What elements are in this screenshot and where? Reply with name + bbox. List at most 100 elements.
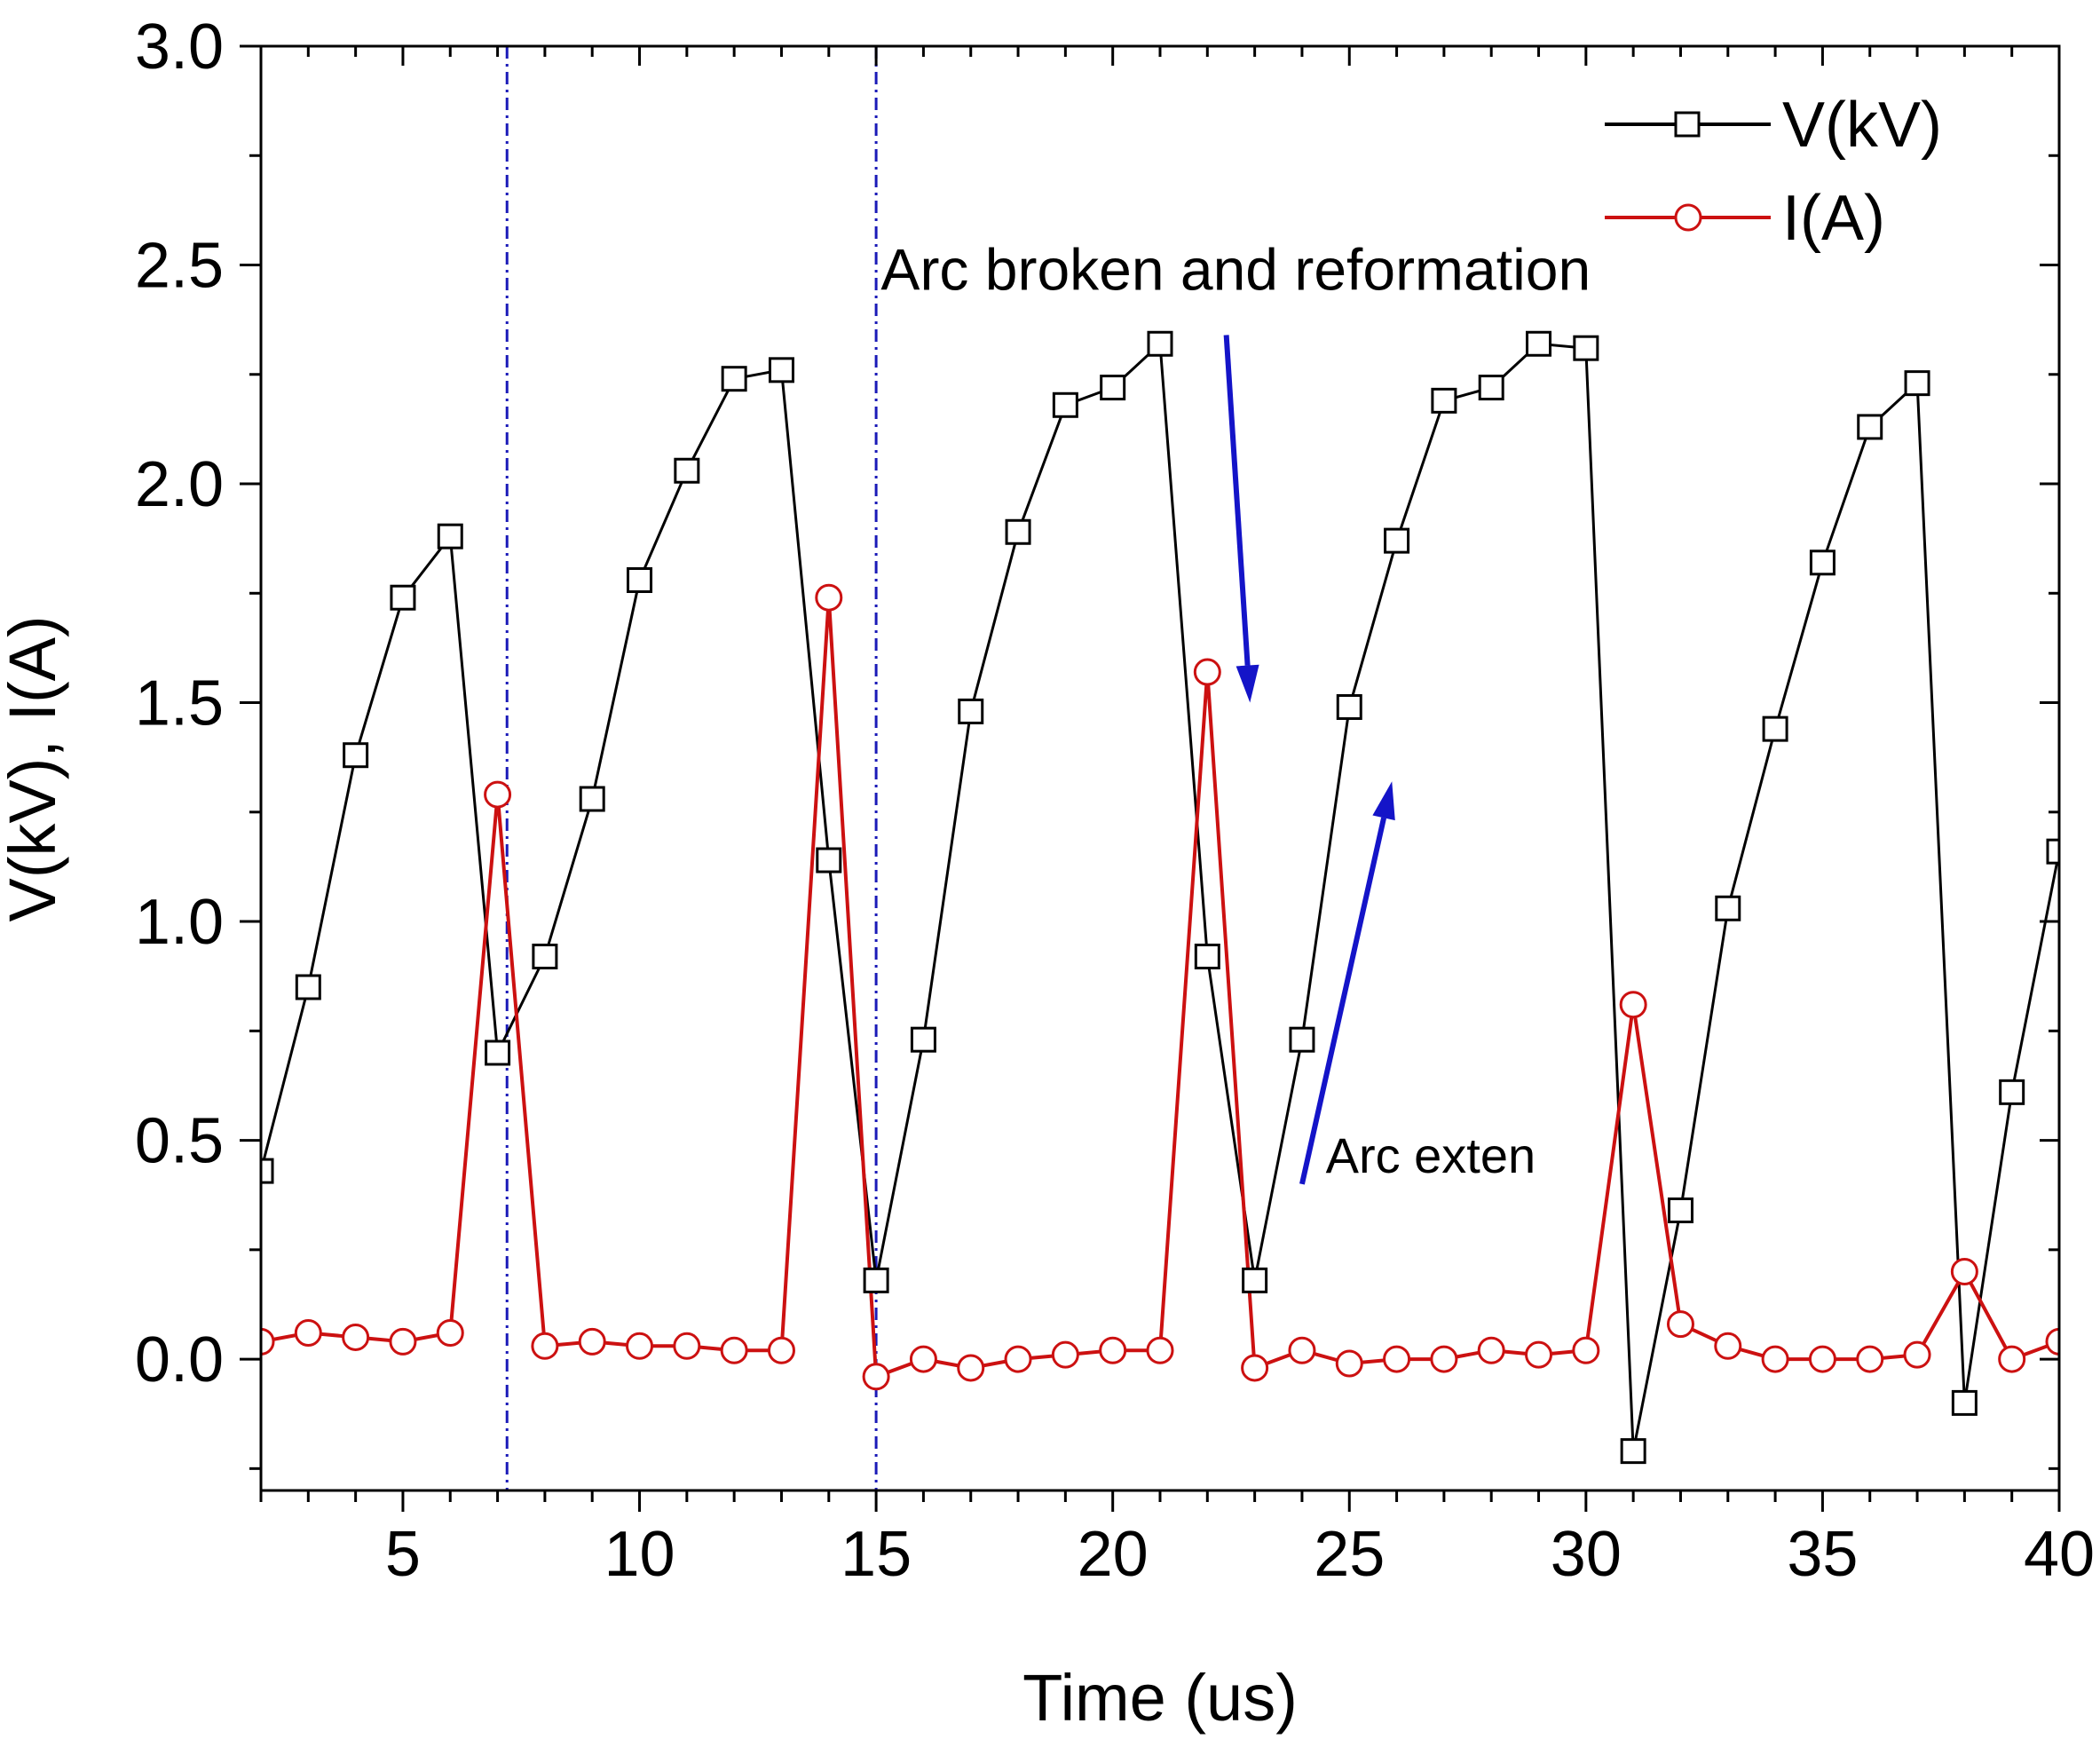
voltage-point (1715, 895, 1741, 921)
current-point (1193, 658, 1221, 686)
voltage-point (1100, 375, 1126, 401)
current-point (1619, 991, 1647, 1019)
voltage-point (768, 357, 794, 383)
current-point (261, 1327, 275, 1356)
current-point (1808, 1345, 1836, 1373)
voltage-point (910, 1026, 936, 1053)
voltage-point (1052, 391, 1078, 418)
voltage-point (958, 698, 984, 724)
y-tick-label: 2.5 (135, 231, 224, 302)
voltage-point (1147, 330, 1173, 357)
voltage-point (1431, 387, 1457, 414)
current-point (1099, 1336, 1127, 1364)
voltage-point (1762, 715, 1788, 742)
arc-exten-arrow (1299, 817, 1387, 1185)
legend-v-marker (1674, 111, 1701, 138)
current-point (1004, 1345, 1032, 1373)
current-point (294, 1319, 322, 1348)
x-tick-label: 10 (604, 1519, 675, 1590)
current-point (1146, 1336, 1174, 1364)
current-point (626, 1332, 654, 1360)
voltage-point (1526, 330, 1552, 357)
x-axis-title: Time (us) (1022, 1661, 1298, 1735)
voltage-point (1951, 1389, 1978, 1416)
x-tick-label: 25 (1314, 1519, 1385, 1590)
current-point (1903, 1340, 1931, 1369)
series-layer (261, 330, 2059, 1465)
voltage-point (1857, 414, 1883, 440)
voltage-point (1242, 1267, 1268, 1293)
voltage-point (579, 786, 605, 812)
voltage-point (295, 974, 321, 1000)
current-point (1477, 1336, 1505, 1364)
current-point (578, 1327, 606, 1356)
current-point (862, 1363, 890, 1391)
voltage-point (1289, 1026, 1315, 1053)
voltage-point (485, 1040, 511, 1066)
current-point (1430, 1345, 1458, 1373)
voltage-point (1620, 1438, 1646, 1465)
arc-broken-label: Arc broken and reformation (880, 237, 1591, 303)
current-point (909, 1345, 937, 1373)
voltage-point (816, 847, 842, 874)
voltage-point (1809, 549, 1836, 576)
current-point (673, 1332, 701, 1360)
current-point (1572, 1336, 1600, 1364)
voltage-point (1478, 375, 1504, 401)
current-point (389, 1327, 417, 1356)
current-point (1383, 1345, 1411, 1373)
current-point (1761, 1345, 1789, 1373)
current-point (1950, 1257, 1978, 1285)
x-axis-ticks: 5 10 15 20 25 30 35 40 (259, 46, 2095, 1590)
voltage-point (532, 944, 558, 970)
current-point (1998, 1345, 2026, 1373)
arc-broken-arrow-head (1236, 664, 1259, 703)
voltage-point (1005, 518, 1031, 545)
arc-exten-label: Arc exten (1326, 1127, 1536, 1183)
y-tick-label: 3.0 (135, 12, 224, 83)
voltage-point (1336, 693, 1362, 720)
current-point (1714, 1332, 1742, 1360)
voltage-point (390, 584, 416, 611)
y-axis-title: V(kV), I(A) (0, 615, 69, 921)
current-point (720, 1336, 748, 1364)
voltage-point (674, 457, 700, 484)
voltage-point (721, 366, 747, 392)
x-tick-label: 35 (1787, 1519, 1858, 1590)
current-point (1335, 1349, 1363, 1378)
y-axis-ticks: 0.0 0.5 1.0 1.5 2.0 2.5 3.0 (135, 12, 2059, 1470)
voltage-point (863, 1267, 889, 1293)
x-tick-label: 30 (1551, 1519, 1622, 1590)
legend-i-label: I(A) (1782, 183, 1885, 254)
voltage-point (1194, 944, 1220, 970)
x-tick-label: 40 (2024, 1519, 2095, 1590)
x-tick-label: 20 (1078, 1519, 1149, 1590)
vertical-reference-lines (505, 46, 878, 1490)
arc-exten-arrow-head (1372, 781, 1395, 821)
x-tick-label: 5 (385, 1519, 421, 1590)
y-tick-label: 0.0 (135, 1324, 224, 1395)
current-point (342, 1323, 370, 1351)
voltage-point (1573, 335, 1599, 361)
arrows-layer (1223, 335, 1395, 1185)
current-point (1241, 1354, 1269, 1382)
arc-broken-arrow (1223, 335, 1251, 666)
current-point (2045, 1327, 2059, 1356)
current-point (1525, 1340, 1553, 1369)
current-point (484, 780, 512, 809)
voltage-point (1384, 527, 1410, 554)
legend-v-label: V(kV) (1782, 90, 1942, 161)
annotations-layer: Arc broken and reformation Arc exten (880, 237, 1591, 1184)
legend-i-marker (1674, 203, 1702, 232)
y-tick-label: 2.0 (135, 449, 224, 520)
y-tick-label: 1.0 (135, 887, 224, 958)
y-tick-label: 0.5 (135, 1106, 224, 1177)
current-point (436, 1319, 464, 1348)
current-point (1666, 1310, 1694, 1339)
voltage-point (627, 566, 653, 593)
y-tick-label: 1.5 (135, 668, 224, 739)
voltage-point (437, 523, 463, 549)
current-point (531, 1332, 559, 1360)
current-point (815, 583, 843, 612)
